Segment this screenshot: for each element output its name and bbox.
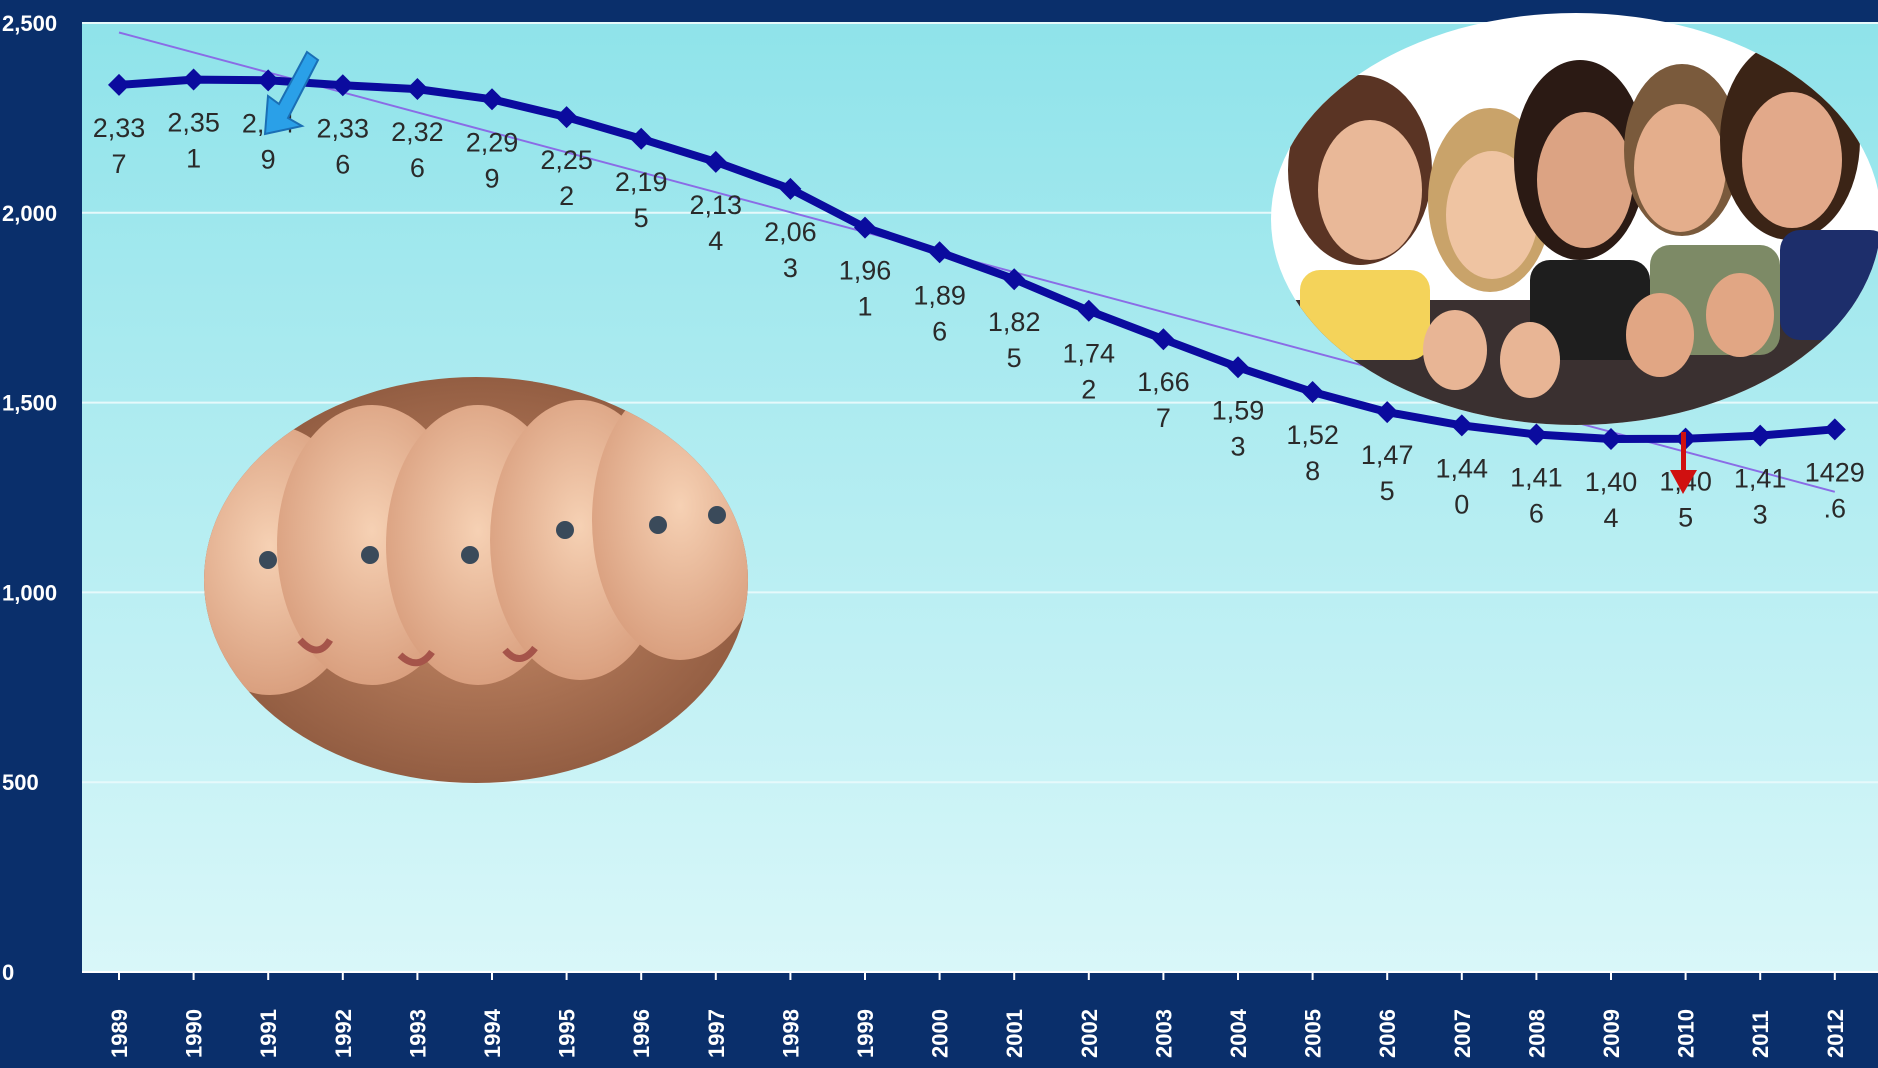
data-label: 2,19 5 — [615, 167, 668, 233]
data-point — [1450, 414, 1473, 437]
data-point — [1525, 423, 1548, 446]
x-tick-label: 2003 — [1151, 1009, 1176, 1058]
data-labels: 2,3372,3512,3492,3362,3262,2992,2522,195… — [93, 108, 1865, 533]
data-point — [1749, 424, 1772, 447]
y-tick-label: 0 — [2, 960, 14, 985]
data-point — [1376, 401, 1399, 424]
data-label: 1,52 8 — [1286, 420, 1339, 486]
data-point — [1227, 356, 1249, 379]
data-point — [1301, 380, 1324, 403]
data-point — [928, 241, 951, 264]
x-tick-label: 1996 — [629, 1009, 654, 1058]
data-label: 2,06 3 — [764, 217, 817, 283]
x-tick-label: 2012 — [1823, 1009, 1848, 1058]
data-point — [257, 69, 280, 92]
x-tick-label: 1998 — [778, 1009, 803, 1058]
series-line — [118, 75, 1836, 443]
data-point — [406, 78, 429, 101]
data-point — [704, 150, 727, 173]
y-tick-label: 500 — [2, 770, 39, 795]
data-label: 1,41 3 — [1734, 464, 1787, 530]
x-tick-label: 2009 — [1599, 1009, 1624, 1058]
data-point — [779, 177, 802, 200]
y-tick-label: 1,000 — [2, 580, 57, 605]
data-label: 2,29 9 — [466, 127, 519, 193]
data-label: 1,59 3 — [1212, 395, 1265, 461]
data-label: 1429.6 — [1805, 457, 1865, 523]
x-tick-label: 1989 — [107, 1009, 132, 1058]
x-tick-label: 1990 — [182, 1009, 207, 1058]
data-point — [1003, 268, 1026, 291]
data-label: 2,13 4 — [690, 190, 743, 256]
data-label: 2,33 6 — [317, 113, 370, 179]
data-point — [108, 73, 130, 96]
data-label: 1,41 6 — [1510, 462, 1563, 528]
data-label: 1,74 2 — [1063, 339, 1116, 405]
teenagers-photo — [1271, 13, 1878, 425]
x-tick-label: 2006 — [1375, 1009, 1400, 1058]
data-point — [1600, 428, 1622, 451]
data-label: 2,25 2 — [540, 145, 593, 211]
data-point — [854, 216, 876, 239]
data-label: 2,35 1 — [167, 108, 220, 174]
data-label: 1,96 1 — [839, 256, 892, 322]
x-tick-label: 2000 — [928, 1009, 953, 1058]
y-axis-ticks: 0 500 1,000 1,500 2,000 2,500 — [2, 11, 57, 985]
x-tick-label: 2005 — [1301, 1009, 1326, 1058]
x-tick-label: 1999 — [853, 1009, 878, 1058]
y-tick-label: 2,000 — [2, 201, 57, 226]
data-label: 1,40 4 — [1585, 467, 1638, 533]
x-tick-label: 1994 — [480, 1008, 505, 1058]
series-markers — [108, 68, 1846, 451]
x-tick-label: 1992 — [331, 1009, 356, 1058]
x-tick-label: 2010 — [1674, 1009, 1699, 1058]
data-point — [331, 74, 354, 97]
x-tick-label: 2007 — [1450, 1009, 1475, 1058]
y-tick-label: 2,500 — [2, 11, 57, 36]
x-tick-label: 2011 — [1748, 1010, 1773, 1058]
x-tick-label: 2004 — [1226, 1008, 1251, 1058]
data-point — [630, 127, 653, 150]
data-label: 2,32 6 — [391, 117, 444, 183]
blue-arrow-icon — [263, 50, 320, 136]
data-point — [555, 106, 578, 129]
data-label: 1,44 0 — [1436, 453, 1489, 519]
x-tick-label: 1991 — [256, 1009, 281, 1058]
data-label: 2,33 7 — [93, 113, 146, 179]
data-label: 1,47 5 — [1361, 440, 1414, 506]
data-label: 1,89 6 — [913, 280, 966, 346]
x-axis-ticks: 1989 1990 1991 1992 1993 1994 1995 1996 1997 1998… — [82, 971, 1878, 1058]
data-label: 1,66 7 — [1137, 367, 1190, 433]
x-tick-label: 1997 — [704, 1009, 729, 1058]
x-tick-label: 2001 — [1002, 1009, 1027, 1058]
data-point — [1152, 328, 1175, 351]
x-tick-label: 1993 — [405, 1009, 430, 1058]
data-point — [1823, 418, 1846, 441]
data-point — [1077, 299, 1100, 322]
x-tick-label: 1995 — [555, 1009, 580, 1058]
data-label: 1,82 5 — [988, 307, 1041, 373]
data-point — [481, 88, 503, 111]
y-tick-label: 1,500 — [2, 391, 57, 416]
x-tick-label: 2008 — [1524, 1009, 1549, 1058]
data-point — [182, 68, 205, 91]
red-arrow-icon — [1670, 432, 1697, 494]
x-tick-label: 2002 — [1077, 1009, 1102, 1058]
